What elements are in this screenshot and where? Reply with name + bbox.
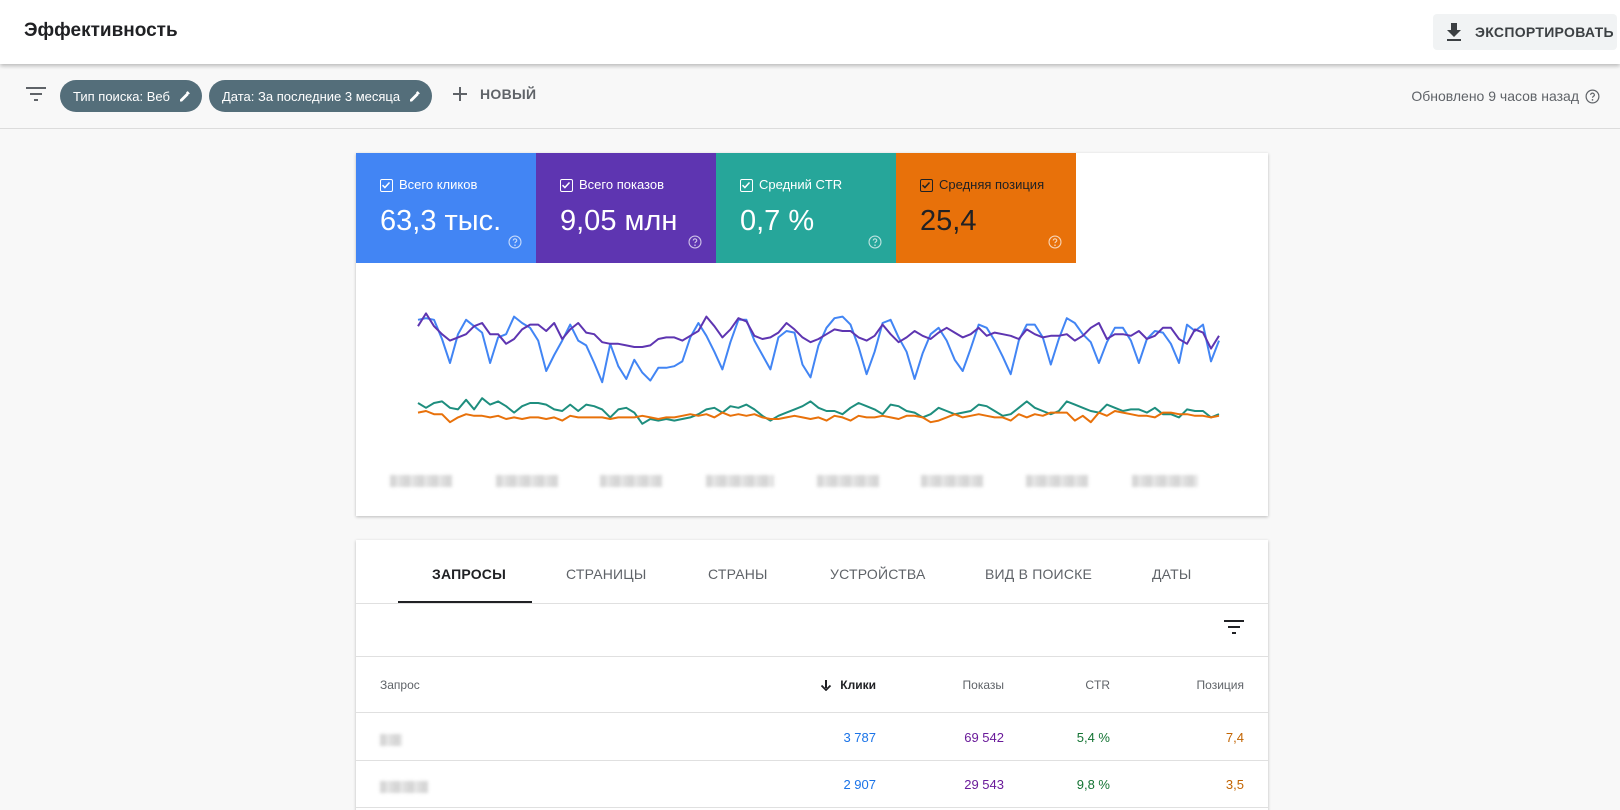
tab-devices[interactable]: УСТРОЙСТВА xyxy=(830,566,926,582)
divider xyxy=(356,712,1268,713)
column-header-query[interactable]: Запрос xyxy=(380,678,420,692)
tab-queries[interactable]: ЗАПРОСЫ xyxy=(432,566,507,582)
query-redacted xyxy=(380,781,428,793)
x-axis-label-redacted xyxy=(921,475,983,487)
top-app-bar: Эффективность ЭКСПОРТИРОВАТЬ xyxy=(0,0,1620,64)
metric-label: Всего кликов xyxy=(399,177,478,192)
help-icon[interactable] xyxy=(688,235,702,249)
checkbox-icon xyxy=(740,179,753,192)
column-header-position[interactable]: Позиция xyxy=(1196,678,1244,692)
page-title: Эффективность xyxy=(24,20,178,41)
filter-bar: Тип поиска: Веб Дата: За последние 3 мес… xyxy=(0,64,1620,129)
filter-list-icon[interactable] xyxy=(26,87,46,101)
ctr-cell: 5,4 % xyxy=(1076,730,1110,745)
query-redacted xyxy=(380,734,402,746)
series-line-2 xyxy=(417,312,1220,350)
metric-value: 63,3 тыс. xyxy=(380,205,502,237)
column-header-clicks-label: Клики xyxy=(840,678,876,692)
column-header-ctr[interactable]: CTR xyxy=(1085,678,1110,692)
dimensions-table-card: ЗАПРОСЫ СТРАНИЦЫ СТРАНЫ УСТРОЙСТВА ВИД В… xyxy=(356,540,1268,810)
help-icon[interactable] xyxy=(868,235,882,249)
export-button[interactable]: ЭКСПОРТИРОВАТЬ xyxy=(1433,14,1617,50)
clicks-cell: 2 907 xyxy=(843,777,876,792)
series-line-1 xyxy=(417,315,1220,384)
performance-chart-card: Всего кликов 63,3 тыс. Всего показов 9,0… xyxy=(356,153,1268,516)
search-type-chip[interactable]: Тип поиска: Веб xyxy=(60,80,202,112)
checkbox-icon xyxy=(920,179,933,192)
export-button-label: ЭКСПОРТИРОВАТЬ xyxy=(1475,24,1614,40)
x-axis-label-redacted xyxy=(600,475,662,487)
date-range-chip[interactable]: Дата: За последние 3 месяца xyxy=(209,80,433,112)
active-tab-indicator xyxy=(398,601,532,603)
divider xyxy=(356,807,1268,808)
checkbox-icon xyxy=(560,179,573,192)
date-range-chip-label: Дата: За последние 3 месяца xyxy=(222,88,401,104)
add-filter-button[interactable]: НОВЫЙ xyxy=(452,86,536,102)
metric-value: 9,05 млн xyxy=(560,205,678,237)
metric-label: Средняя позиция xyxy=(939,177,1045,192)
x-axis-label-redacted xyxy=(1026,475,1088,487)
tab-dates[interactable]: ДАТЫ xyxy=(1152,566,1192,582)
tab-pages[interactable]: СТРАНИЦЫ xyxy=(566,566,647,582)
table-filter-icon[interactable] xyxy=(1224,620,1244,634)
metric-value: 0,7 % xyxy=(740,205,815,237)
arrow-down-icon xyxy=(821,680,832,691)
download-icon xyxy=(1447,23,1461,41)
x-axis-label-redacted xyxy=(1132,475,1198,487)
checkbox-icon xyxy=(380,179,393,192)
tab-countries[interactable]: СТРАНЫ xyxy=(708,566,768,582)
x-axis-label-redacted xyxy=(706,475,774,487)
metric-average-position[interactable]: Средняя позиция 25,4 xyxy=(896,153,1076,263)
metric-label: Средний CTR xyxy=(759,177,843,192)
metric-total-clicks[interactable]: Всего кликов 63,3 тыс. xyxy=(356,153,536,263)
position-cell: 3,5 xyxy=(1225,777,1244,792)
last-updated-text: Обновлено 9 часов назад xyxy=(1411,88,1579,104)
plus-icon xyxy=(453,87,467,101)
position-cell: 7,4 xyxy=(1225,730,1244,745)
ctr-cell: 9,8 % xyxy=(1076,777,1110,792)
impressions-cell: 29 543 xyxy=(964,777,1004,792)
performance-line-chart[interactable] xyxy=(356,263,1268,516)
last-updated: Обновлено 9 часов назад xyxy=(1411,88,1600,104)
help-icon[interactable] xyxy=(1048,235,1062,249)
tab-search-appearance[interactable]: ВИД В ПОИСКЕ xyxy=(985,566,1093,582)
x-axis-label-redacted xyxy=(390,475,452,487)
series-line-4 xyxy=(417,410,1220,424)
metric-label: Всего показов xyxy=(579,177,664,192)
metric-average-ctr[interactable]: Средний CTR 0,7 % xyxy=(716,153,896,263)
series-line-3 xyxy=(417,397,1220,425)
divider xyxy=(356,603,1268,604)
column-header-clicks[interactable]: Клики xyxy=(820,678,876,692)
metric-total-impressions[interactable]: Всего показов 9,05 млн xyxy=(536,153,716,263)
metric-value: 25,4 xyxy=(920,205,977,237)
divider xyxy=(356,760,1268,761)
edit-icon xyxy=(179,91,190,102)
column-header-impressions[interactable]: Показы xyxy=(962,678,1004,692)
x-axis-label-redacted xyxy=(496,475,558,487)
search-type-chip-label: Тип поиска: Веб xyxy=(73,88,170,104)
edit-icon xyxy=(410,91,420,102)
help-icon[interactable] xyxy=(508,235,522,249)
x-axis-label-redacted xyxy=(817,475,879,487)
clicks-cell: 3 787 xyxy=(843,730,876,745)
add-filter-label: НОВЫЙ xyxy=(480,86,537,102)
impressions-cell: 69 542 xyxy=(964,730,1004,745)
divider xyxy=(356,656,1268,657)
help-icon[interactable] xyxy=(1585,89,1600,104)
